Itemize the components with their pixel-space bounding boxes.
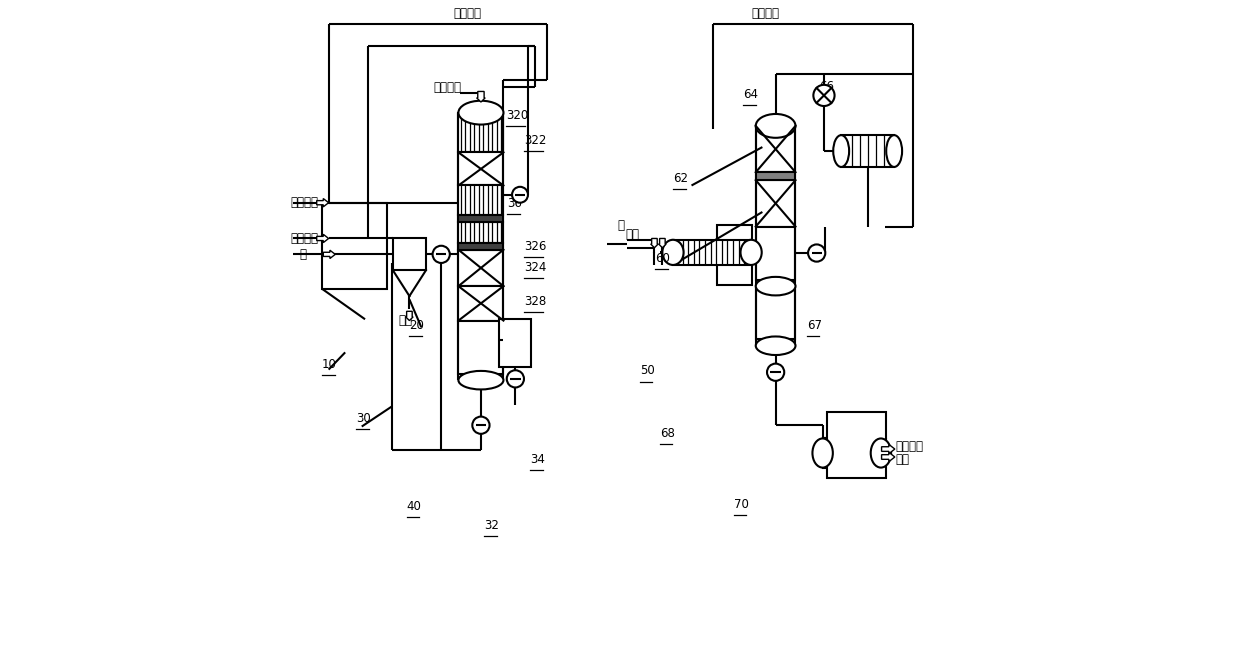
Circle shape bbox=[768, 364, 784, 381]
Bar bbox=[755, 180, 796, 227]
Circle shape bbox=[512, 187, 528, 203]
Text: 20: 20 bbox=[409, 319, 424, 332]
Text: 70: 70 bbox=[734, 498, 749, 511]
Text: 68: 68 bbox=[660, 427, 675, 440]
Text: 10: 10 bbox=[322, 358, 337, 371]
Ellipse shape bbox=[662, 240, 683, 265]
Bar bbox=[755, 286, 796, 339]
Ellipse shape bbox=[459, 100, 503, 124]
Bar bbox=[459, 286, 503, 321]
Polygon shape bbox=[476, 92, 485, 102]
Text: 甘油原料: 甘油原料 bbox=[290, 196, 319, 209]
Text: 甲醇: 甲醇 bbox=[625, 228, 640, 241]
Text: 生物柴油: 生物柴油 bbox=[895, 440, 924, 453]
Text: 杂质: 杂质 bbox=[398, 314, 412, 327]
Text: 67: 67 bbox=[807, 319, 822, 332]
Bar bbox=[459, 250, 503, 286]
Text: 碱: 碱 bbox=[618, 219, 625, 231]
Bar bbox=[500, 319, 531, 367]
Bar bbox=[459, 186, 503, 215]
Circle shape bbox=[507, 370, 525, 388]
Ellipse shape bbox=[459, 371, 503, 390]
Ellipse shape bbox=[740, 240, 761, 265]
Bar bbox=[459, 112, 503, 152]
Bar bbox=[459, 321, 503, 374]
Ellipse shape bbox=[887, 135, 903, 167]
Circle shape bbox=[808, 245, 826, 261]
Bar bbox=[673, 240, 751, 265]
Bar bbox=[827, 412, 887, 478]
Ellipse shape bbox=[755, 114, 796, 138]
Text: 322: 322 bbox=[525, 134, 547, 147]
Text: 32: 32 bbox=[485, 519, 500, 533]
Polygon shape bbox=[651, 239, 658, 248]
Text: 64: 64 bbox=[743, 88, 758, 100]
Text: 30: 30 bbox=[356, 412, 371, 425]
Ellipse shape bbox=[755, 277, 796, 295]
Text: 50: 50 bbox=[640, 364, 655, 378]
Text: 甘油: 甘油 bbox=[895, 453, 909, 466]
Bar bbox=[841, 135, 894, 167]
Bar bbox=[755, 227, 796, 279]
Bar bbox=[755, 172, 796, 180]
Polygon shape bbox=[324, 250, 335, 259]
Polygon shape bbox=[882, 452, 895, 462]
Text: 34: 34 bbox=[529, 453, 544, 466]
Text: 去真空泵: 去真空泵 bbox=[433, 81, 461, 94]
Bar bbox=[459, 222, 503, 243]
Ellipse shape bbox=[812, 438, 833, 467]
Bar bbox=[459, 215, 503, 222]
Text: 324: 324 bbox=[525, 261, 547, 274]
Text: 66: 66 bbox=[818, 80, 833, 92]
Circle shape bbox=[813, 85, 835, 106]
Text: 循环甘油: 循环甘油 bbox=[454, 7, 481, 20]
Polygon shape bbox=[316, 199, 329, 207]
Text: 循环甲醇: 循环甲醇 bbox=[751, 7, 780, 20]
Bar bbox=[718, 225, 751, 285]
Bar bbox=[459, 243, 503, 250]
Bar bbox=[755, 126, 796, 172]
Bar bbox=[322, 203, 387, 289]
Circle shape bbox=[433, 246, 450, 263]
Text: 326: 326 bbox=[525, 240, 547, 253]
Text: 酸: 酸 bbox=[300, 248, 306, 261]
Text: 328: 328 bbox=[525, 295, 547, 308]
Ellipse shape bbox=[870, 438, 892, 467]
Bar bbox=[822, 438, 880, 467]
Text: 36: 36 bbox=[507, 197, 522, 210]
Bar bbox=[393, 239, 427, 270]
Polygon shape bbox=[882, 444, 895, 454]
Polygon shape bbox=[405, 311, 413, 321]
Ellipse shape bbox=[755, 336, 796, 355]
Text: 废气油脂: 废气油脂 bbox=[290, 232, 319, 245]
Text: 320: 320 bbox=[506, 109, 528, 122]
Bar bbox=[459, 152, 503, 186]
Text: 40: 40 bbox=[407, 499, 422, 513]
Ellipse shape bbox=[833, 135, 849, 167]
Polygon shape bbox=[316, 234, 329, 243]
Text: 60: 60 bbox=[655, 252, 670, 265]
Polygon shape bbox=[658, 239, 666, 248]
Circle shape bbox=[472, 416, 490, 434]
Text: 62: 62 bbox=[673, 172, 688, 186]
